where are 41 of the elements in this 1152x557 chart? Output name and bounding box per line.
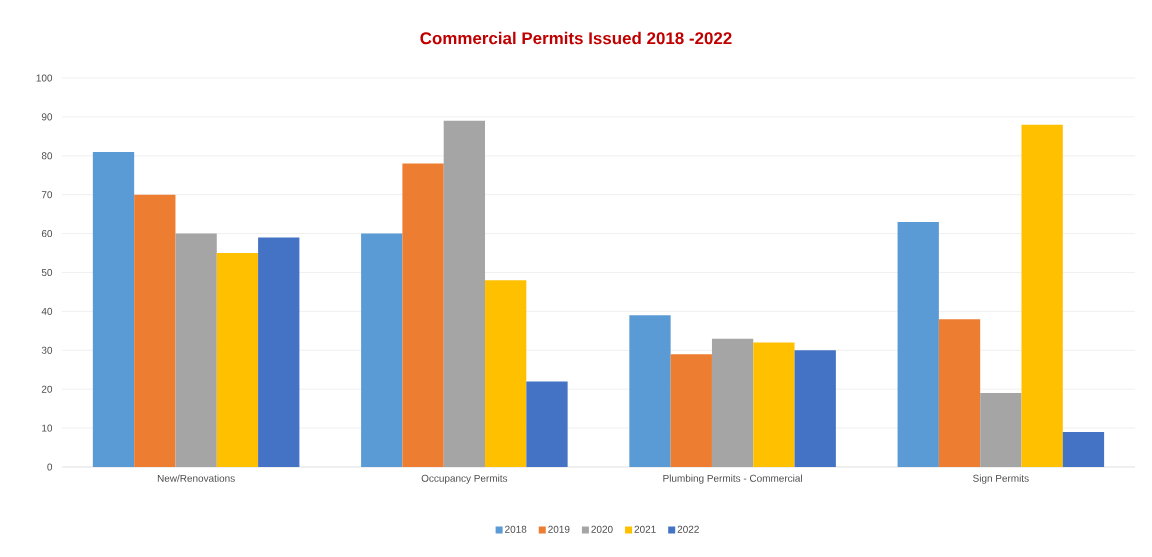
x-tick-label: New/Renovations bbox=[157, 474, 235, 482]
bar bbox=[258, 237, 300, 467]
bar bbox=[794, 350, 836, 467]
bar bbox=[897, 221, 939, 467]
y-tick-label: 50 bbox=[41, 268, 53, 277]
x-tick-label: Plumbing Permits - Commercial bbox=[663, 474, 802, 484]
bar bbox=[629, 315, 671, 467]
bar bbox=[980, 393, 1022, 467]
bar bbox=[175, 233, 217, 467]
bar bbox=[753, 342, 795, 467]
bar bbox=[402, 163, 444, 467]
legend-label: 2019 bbox=[548, 525, 570, 533]
x-tick-label: Occupancy Permits bbox=[421, 474, 508, 484]
y-tick-label: 100 bbox=[36, 74, 53, 82]
bar bbox=[938, 319, 981, 467]
x-tick-label: Sign Permits bbox=[973, 474, 1029, 484]
y-tick-label: 30 bbox=[41, 346, 53, 354]
legend-label: 2022 bbox=[677, 525, 699, 533]
legend-label: 2018 bbox=[505, 525, 527, 533]
y-tick-label: 90 bbox=[41, 113, 53, 121]
y-tick-label: 20 bbox=[41, 385, 53, 393]
bar bbox=[485, 280, 527, 467]
legend-label: 2020 bbox=[591, 525, 613, 533]
bar bbox=[134, 194, 176, 467]
bar bbox=[443, 120, 486, 467]
y-tick-label: 60 bbox=[41, 230, 53, 238]
y-tick-label: 40 bbox=[41, 307, 53, 315]
bar bbox=[92, 151, 135, 467]
bar bbox=[526, 381, 568, 467]
bar bbox=[361, 233, 403, 467]
bar bbox=[670, 354, 712, 467]
bar bbox=[1021, 124, 1063, 467]
y-tick-label: 10 bbox=[42, 424, 53, 432]
bar bbox=[216, 253, 259, 467]
chart-title: Commercial Permits Issued 2018 -2022 bbox=[420, 31, 732, 45]
y-tick-label: 70 bbox=[41, 191, 53, 199]
legend-label: 2021 bbox=[634, 525, 656, 533]
bar bbox=[1062, 431, 1105, 467]
bar bbox=[711, 338, 754, 467]
y-tick-label: 80 bbox=[41, 152, 53, 160]
y-tick-label: 0 bbox=[47, 463, 53, 471]
